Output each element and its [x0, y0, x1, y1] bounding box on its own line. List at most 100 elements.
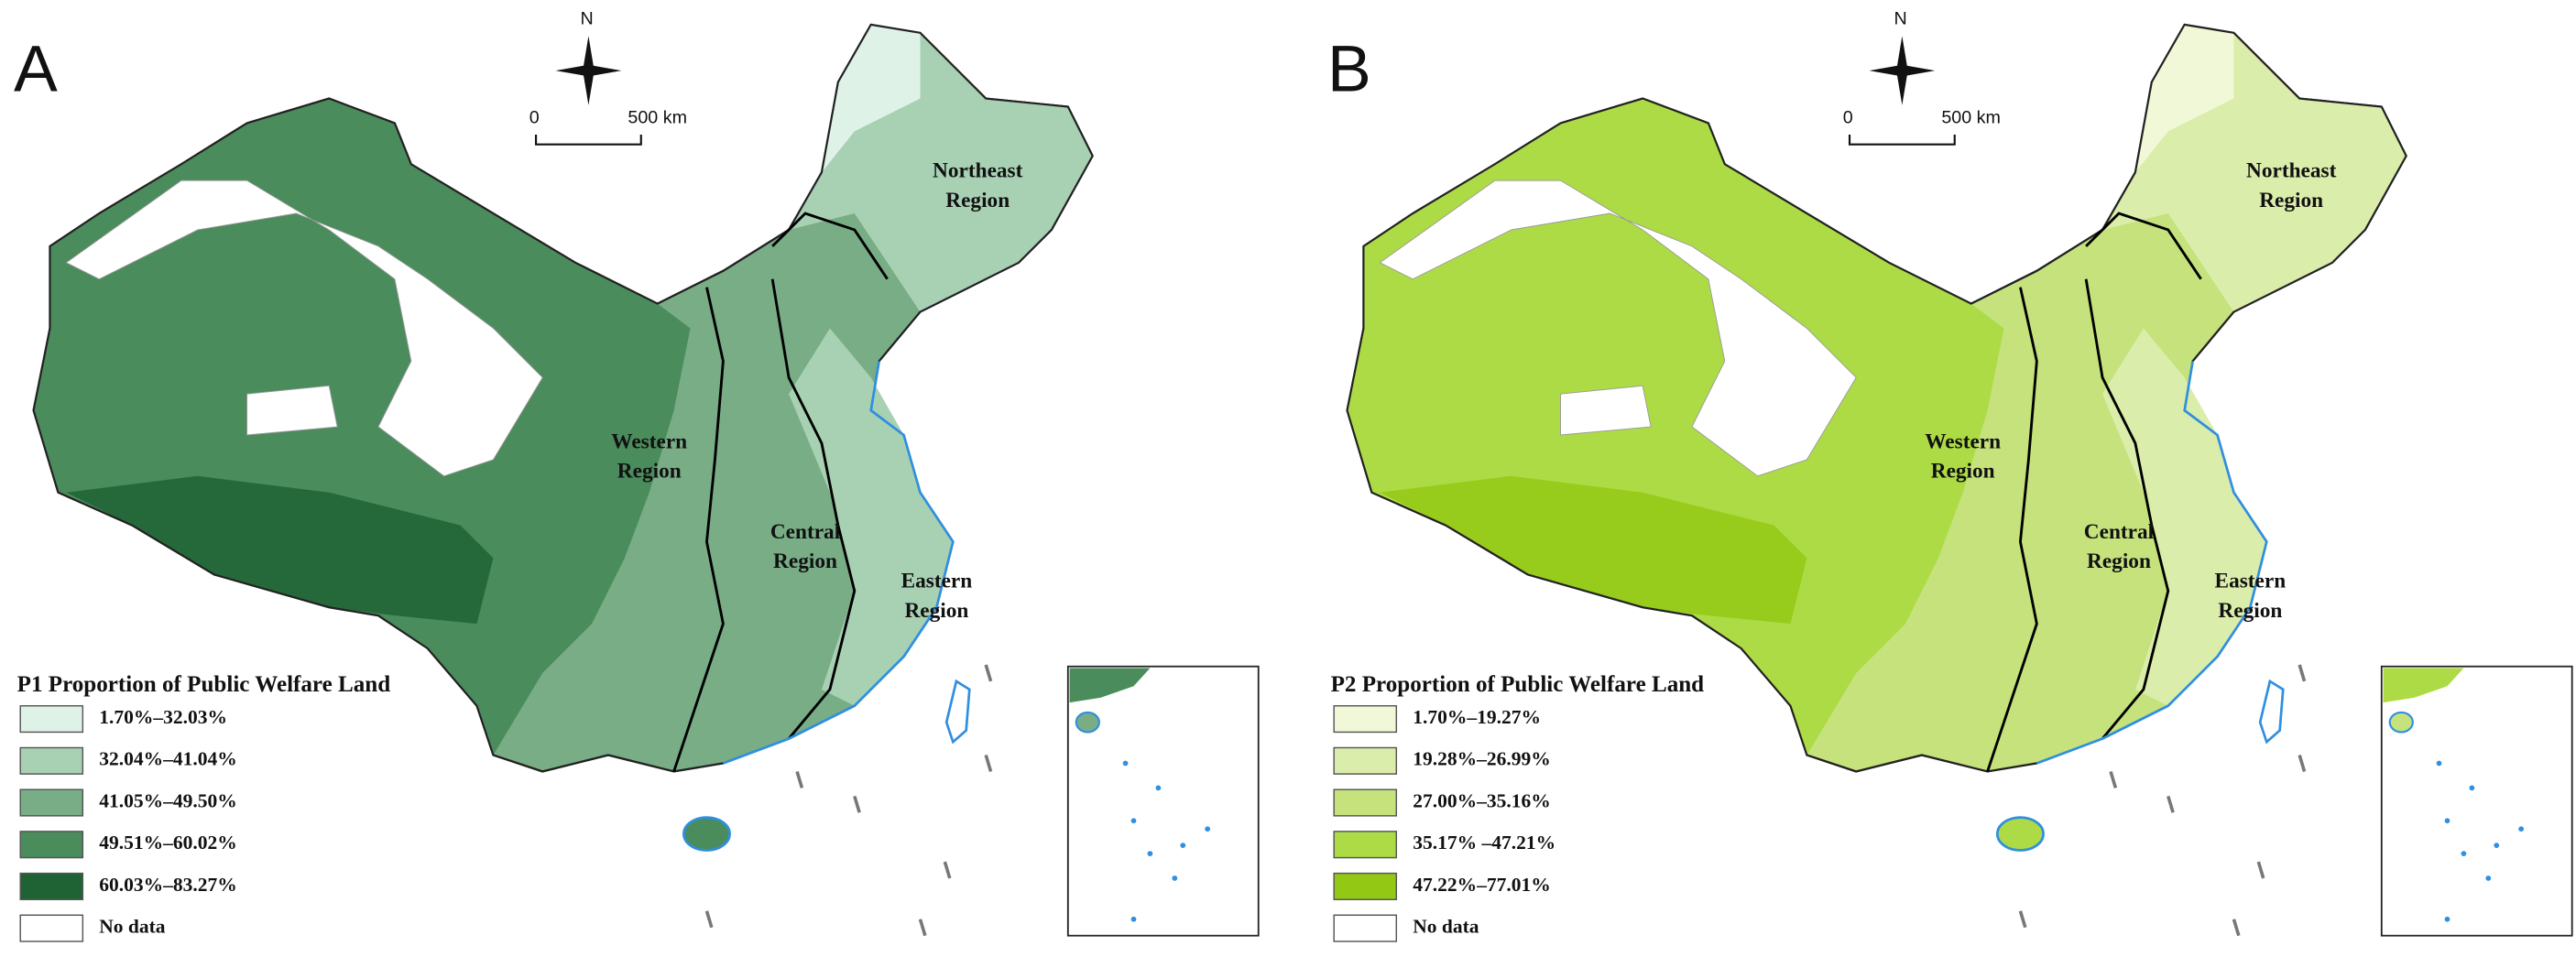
inset-hainan	[2388, 711, 2414, 734]
sea-boundary	[2232, 919, 2241, 937]
legend-label: 41.05%–49.50%	[99, 789, 237, 811]
hainan	[1995, 816, 2045, 852]
western-fill	[33, 98, 691, 756]
map-panel: B N 0 500 km Northeast Region Western Region Cen…	[1327, 9, 2573, 942]
region-label: Region	[2259, 189, 2323, 212]
legend-swatch	[1333, 746, 1398, 775]
hainan	[682, 816, 731, 852]
legend-swatch	[19, 914, 84, 942]
sea-boundary	[2298, 755, 2307, 772]
coastline	[2036, 361, 2268, 765]
region-label: Eastern	[2215, 570, 2287, 593]
region-label: Northeast	[2246, 159, 2337, 183]
region-label: Region	[1931, 460, 1995, 484]
region-label: Eastern	[901, 570, 973, 593]
inset-island	[1205, 826, 1211, 832]
inset-island	[2444, 818, 2450, 824]
legend-swatch	[19, 746, 84, 775]
north-arrow	[1869, 36, 1936, 105]
scale-end: 500 km	[1941, 107, 2001, 127]
sea-boundary	[943, 861, 952, 879]
scale-start: 0	[1843, 107, 1853, 127]
region-label: Region	[773, 549, 837, 573]
legend-swatch	[19, 788, 84, 817]
taiwan	[944, 679, 971, 745]
sea-boundary	[795, 770, 804, 788]
map-panel: A N 0 500 km Northeast Region Western Region Cen…	[14, 9, 1260, 942]
inset-hainan	[1075, 711, 1100, 734]
legend-swatch	[1333, 914, 1398, 942]
inset-frame	[1066, 665, 1260, 937]
north-strip	[2134, 24, 2234, 173]
scale-bar	[534, 134, 642, 146]
legend-swatch	[1333, 831, 1398, 859]
inset-island	[2485, 875, 2492, 881]
region-label: Region	[945, 189, 1010, 212]
region-label: Region	[904, 599, 968, 623]
legend-swatch	[1333, 872, 1398, 900]
sea-boundary	[984, 664, 993, 682]
legend-label: 19.28%–26.99%	[1413, 748, 1550, 770]
legend-label: 47.22%–77.01%	[1413, 874, 1550, 896]
inset-island	[1130, 818, 1137, 824]
inset-island	[1155, 785, 1162, 791]
sea-boundary	[2167, 795, 2175, 813]
no-data-area	[65, 179, 543, 477]
region-boundary	[1986, 287, 2038, 772]
tibet-fill	[66, 475, 494, 625]
scale-start: 0	[529, 107, 540, 127]
inset-island	[2518, 826, 2525, 832]
eastern-fill	[789, 328, 954, 706]
region-label: Central	[2084, 520, 2155, 544]
panel-letter: B	[1327, 33, 1371, 106]
inset-island	[2469, 785, 2475, 791]
inset-island	[1172, 875, 1178, 881]
western-fill	[1347, 98, 2004, 756]
tibet-fill	[1380, 475, 1807, 625]
inset-land	[1069, 668, 1151, 703]
inset-island	[2444, 916, 2450, 922]
region-label: Western	[1925, 430, 2001, 453]
inset-island	[1180, 843, 1186, 848]
legend-label: 1.70%–19.27%	[1413, 706, 1541, 728]
north-strip	[821, 24, 921, 173]
region-label: Central	[770, 520, 841, 544]
region-boundary	[672, 287, 725, 772]
inset-island	[1130, 916, 1137, 922]
sea-boundary	[2018, 910, 2027, 929]
region-label: Region	[617, 460, 682, 484]
scale-end: 500 km	[628, 107, 687, 127]
inset-island	[1147, 851, 1153, 856]
region-boundary	[770, 278, 857, 740]
north-label: N	[581, 9, 594, 29]
legend-swatch	[19, 705, 84, 734]
legend-title: P1 Proportion of Public Welfare Land	[17, 672, 391, 697]
region-label: Northeast	[933, 159, 1023, 183]
inset-island	[2461, 851, 2467, 856]
inset-island	[2436, 760, 2442, 767]
legend-label: 27.00%–35.16%	[1413, 789, 1550, 811]
legend-swatch	[19, 831, 84, 859]
sea-boundary	[984, 755, 993, 772]
legend-swatch	[1333, 705, 1398, 734]
region-boundary	[2084, 278, 2170, 740]
legend-swatch	[19, 872, 84, 900]
legend-label: No data	[1413, 916, 1479, 938]
sea-boundary	[2109, 770, 2118, 788]
legend-label: 32.04%–41.04%	[99, 748, 237, 770]
region-label: Western	[611, 430, 687, 453]
inset-island	[2494, 843, 2500, 848]
legend-label: 60.03%–83.27%	[99, 874, 237, 896]
north-label: N	[1894, 9, 1906, 29]
legend-label: 49.51%–60.02%	[99, 832, 237, 854]
taiwan	[2258, 679, 2285, 745]
north-arrow	[555, 36, 622, 105]
sea-boundary	[2256, 861, 2265, 879]
legend-label: No data	[99, 916, 166, 938]
legend-label: 35.17% –47.21%	[1413, 832, 1555, 854]
region-boundary	[2085, 212, 2202, 280]
eastern-fill	[2102, 328, 2267, 706]
inset-island	[1122, 760, 1129, 767]
legend-label: 1.70%–32.03%	[99, 706, 227, 728]
